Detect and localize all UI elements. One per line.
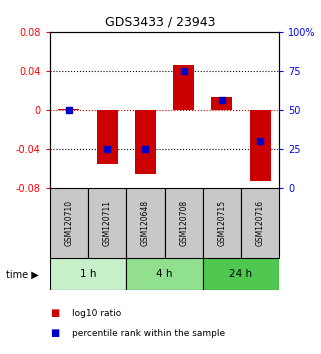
Text: GSM120716: GSM120716 — [256, 200, 265, 246]
Bar — [203, 188, 241, 258]
Text: 1 h: 1 h — [80, 269, 96, 279]
Text: log10 ratio: log10 ratio — [72, 309, 121, 318]
Text: GSM120711: GSM120711 — [103, 200, 112, 246]
Text: 4 h: 4 h — [156, 269, 173, 279]
Bar — [241, 188, 279, 258]
Text: GSM120648: GSM120648 — [141, 200, 150, 246]
Bar — [97, 110, 118, 164]
Text: GSM120710: GSM120710 — [65, 200, 74, 246]
Bar — [250, 110, 271, 181]
Bar — [50, 188, 88, 258]
Text: 24 h: 24 h — [230, 269, 253, 279]
Text: ■: ■ — [50, 308, 59, 318]
Text: GSM120708: GSM120708 — [179, 200, 188, 246]
Bar — [203, 258, 279, 290]
Bar — [135, 110, 156, 174]
Text: GSM120715: GSM120715 — [217, 200, 226, 246]
Text: GDS3433 / 23943: GDS3433 / 23943 — [105, 16, 216, 29]
Text: time ▶: time ▶ — [6, 269, 39, 279]
Text: percentile rank within the sample: percentile rank within the sample — [72, 329, 225, 338]
Bar — [211, 97, 232, 110]
Bar — [88, 188, 126, 258]
Bar — [126, 258, 203, 290]
Text: ■: ■ — [50, 329, 59, 338]
Bar — [173, 65, 194, 110]
Bar — [164, 188, 203, 258]
Bar — [126, 188, 164, 258]
Bar — [58, 109, 79, 110]
Bar — [50, 258, 126, 290]
